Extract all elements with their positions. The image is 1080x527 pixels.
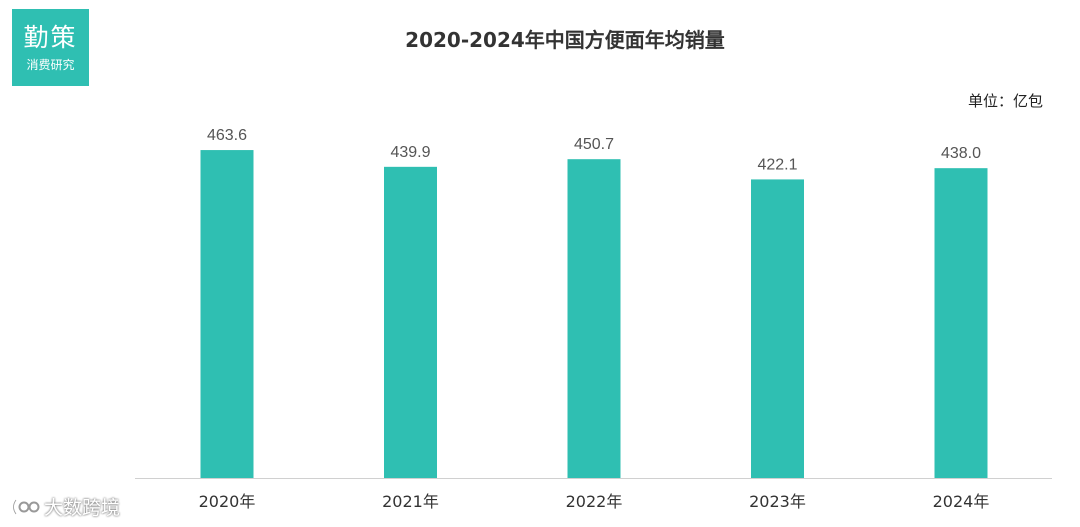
data-label-4: 438.0 <box>941 145 981 162</box>
bar-4 <box>934 168 988 478</box>
x-tick-label-4: 2024年 <box>933 492 990 511</box>
data-label-2: 450.7 <box>574 136 614 153</box>
brand-logo: 勤策 消费研究 <box>12 9 89 86</box>
watermark-text: 大数跨境 <box>44 497 121 519</box>
x-tick-label-3: 2023年 <box>749 492 806 511</box>
x-tick-label-2: 2022年 <box>566 492 623 511</box>
data-label-3: 422.1 <box>757 156 797 173</box>
data-label-0: 463.6 <box>207 127 247 144</box>
data-label-1: 439.9 <box>390 144 430 161</box>
chart-title: 2020-2024年中国方便面年均销量 <box>405 28 725 52</box>
watermark-logo-icon <box>12 498 40 515</box>
bar-0 <box>200 150 254 478</box>
logo-sub-text: 消费研究 <box>26 57 75 72</box>
bar-3 <box>751 179 804 478</box>
x-tick-label-1: 2021年 <box>382 492 439 511</box>
logo-main-text: 勤策 <box>23 22 78 52</box>
x-tick-label-0: 2020年 <box>199 492 256 511</box>
unit-label: 单位：亿包 <box>967 92 1043 110</box>
bar-2 <box>567 159 621 478</box>
bar-1 <box>384 166 437 479</box>
watermark: 大数跨境 <box>10 493 120 520</box>
